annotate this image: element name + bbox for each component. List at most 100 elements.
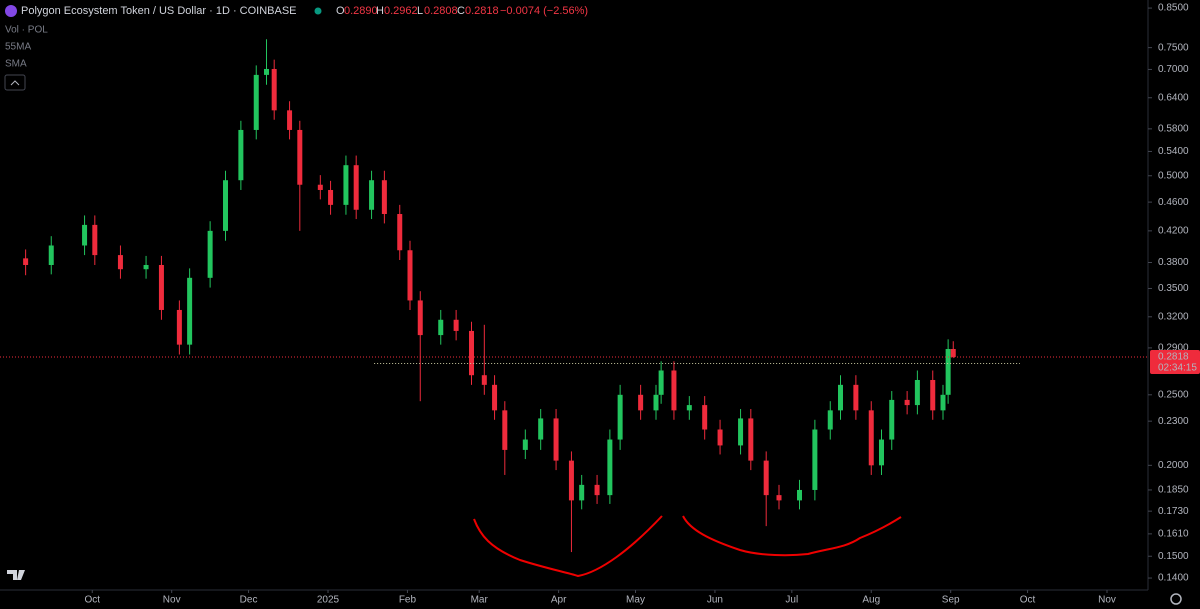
candle-body: [117, 255, 123, 270]
last-price-box: [1150, 349, 1200, 374]
candle-body: [469, 330, 474, 376]
candle-body: [738, 418, 744, 446]
candle-body: [838, 384, 843, 411]
candle-body: [686, 405, 692, 411]
indicator-label[interactable]: 55MA: [5, 42, 31, 53]
candle-body: [658, 370, 664, 395]
y-tick-label: 0.4200: [1158, 226, 1189, 237]
y-tick-label: 0.7000: [1158, 64, 1189, 75]
x-tick-label: Nov: [1098, 595, 1116, 606]
candle-body: [453, 319, 459, 331]
ohlc-label: C: [457, 5, 465, 17]
candle-body: [353, 165, 359, 210]
candle-body: [702, 405, 708, 430]
collapse-button[interactable]: [4, 74, 26, 91]
candle-body: [397, 214, 403, 251]
y-tick-label: 0.7500: [1158, 42, 1189, 53]
candle-body: [617, 394, 623, 440]
candle-body: [853, 384, 859, 411]
candle-body: [253, 74, 259, 130]
candle-body: [797, 489, 802, 501]
market-status: [314, 7, 322, 15]
drawn-curve: [682, 515, 902, 557]
candle-body: [223, 180, 228, 231]
candle-body: [238, 129, 244, 181]
candle-body: [594, 484, 600, 496]
candle-body: [914, 379, 920, 406]
candle-body: [776, 495, 782, 501]
x-tick-label: Jul: [785, 595, 798, 606]
candle-body: [297, 129, 303, 185]
candle-body: [553, 418, 559, 461]
candle-body: [369, 180, 375, 210]
x-tick-label: Sep: [942, 595, 960, 606]
candle-body: [187, 277, 193, 345]
tv-logo: [7, 570, 25, 580]
price-change: −0.0074 (−2.56%): [500, 5, 588, 17]
candle-body: [158, 264, 164, 310]
y-tick-label: 0.4600: [1158, 197, 1189, 208]
countdown: 02:34:15: [1158, 363, 1197, 374]
candle-body: [92, 224, 98, 256]
candle-body: [492, 384, 498, 411]
x-tick-label: Apr: [551, 595, 567, 606]
candle-body: [381, 180, 387, 215]
candle-body: [522, 439, 528, 450]
candle-body: [481, 375, 487, 385]
candle-body: [82, 224, 88, 246]
indicator-label[interactable]: Vol · POL: [5, 25, 48, 36]
candle-body: [904, 399, 910, 406]
symbol-title[interactable]: Polygon Ecosystem Token / US Dollar · 1D…: [21, 5, 297, 17]
y-tick-label: 0.8500: [1158, 3, 1189, 14]
y-tick-label: 0.6400: [1158, 92, 1189, 103]
candle-body: [23, 258, 29, 265]
x-tick-label: Aug: [862, 595, 880, 606]
y-tick-label: 0.3500: [1158, 283, 1189, 294]
candle-body: [317, 184, 323, 190]
symbol-icon: [5, 5, 17, 17]
candle-body: [343, 165, 349, 205]
x-tick-label: Mar: [471, 595, 489, 606]
plot-area: [23, 39, 956, 553]
candle-body: [607, 439, 613, 496]
indicator-label[interactable]: SMA: [5, 59, 27, 70]
candle-body: [328, 189, 334, 205]
x-tick-label: May: [626, 595, 645, 606]
candle-body: [287, 110, 293, 130]
x-tick-label: 2025: [317, 595, 340, 606]
settings-button[interactable]: [1170, 593, 1182, 605]
y-tick-label: 0.1500: [1158, 551, 1189, 562]
y-tick-label: 0.1730: [1158, 506, 1189, 517]
ohlc-value: 0.2818: [465, 5, 499, 17]
ohlc-label: H: [376, 5, 384, 17]
candle-body: [48, 245, 54, 265]
candle-body: [812, 429, 818, 490]
collapse-icon: [10, 80, 20, 86]
candle-body: [538, 418, 544, 440]
candle-body: [407, 250, 413, 301]
candle-body: [264, 68, 269, 75]
y-tick-label: 0.5000: [1158, 170, 1189, 181]
x-tick-label: Nov: [163, 595, 181, 606]
drawn-curve: [473, 515, 663, 578]
candle-body: [950, 348, 956, 357]
y-tick-label: 0.1610: [1158, 529, 1189, 540]
y-tick-label: 0.2500: [1158, 389, 1189, 400]
last-price-label: 0.2818: [1158, 352, 1189, 363]
y-tick-label: 0.2300: [1158, 416, 1189, 427]
ohlc-value: 0.2808: [424, 5, 458, 17]
y-tick-label: 0.3800: [1158, 257, 1189, 268]
candle-body: [940, 394, 946, 411]
candle-body: [207, 230, 213, 278]
candle-body: [568, 460, 574, 501]
x-tick-label: Jun: [707, 595, 723, 606]
y-tick-label: 0.1400: [1158, 573, 1189, 584]
x-tick-label: Oct: [1020, 595, 1036, 606]
ohlc-label: L: [417, 5, 423, 17]
y-tick-label: 0.1850: [1158, 485, 1189, 496]
candle-body: [417, 300, 423, 336]
candle-body: [638, 394, 644, 411]
